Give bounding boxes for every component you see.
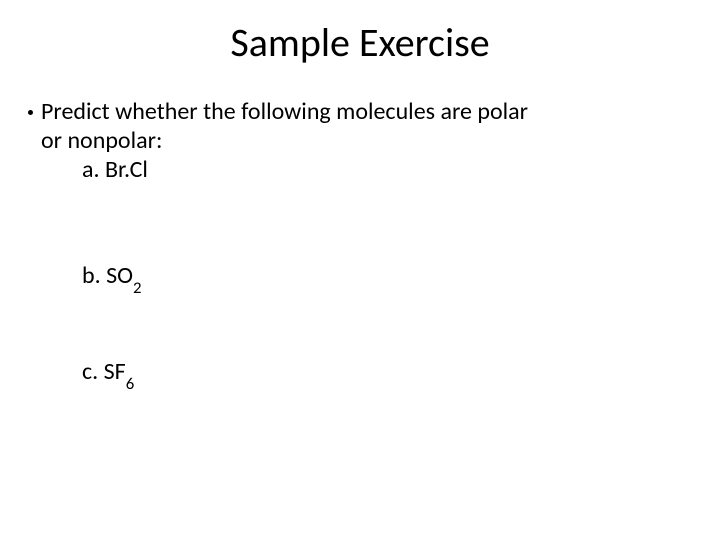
slide-title: Sample Exercise (0, 0, 720, 67)
slide: Sample Exercise Predict whether the foll… (0, 0, 720, 540)
prompt-line-2: or nonpolar: (41, 127, 528, 156)
bullet-icon (28, 110, 33, 115)
slide-body: Predict whether the following molecules … (28, 98, 692, 390)
item-c-sub: 6 (126, 373, 135, 394)
item-a: a. Br.Cl (41, 156, 528, 185)
item-b-prefix: b. SO (82, 261, 133, 290)
item-b-sub: 2 (133, 277, 142, 298)
bullet-text: Predict whether the following molecules … (41, 98, 528, 390)
item-c: c. SF6 (41, 358, 528, 390)
item-c-prefix: c. SF (82, 357, 126, 386)
item-b: b. SO2 (41, 262, 528, 294)
bullet-item: Predict whether the following molecules … (28, 98, 692, 390)
prompt-line-1: Predict whether the following molecules … (41, 98, 528, 127)
